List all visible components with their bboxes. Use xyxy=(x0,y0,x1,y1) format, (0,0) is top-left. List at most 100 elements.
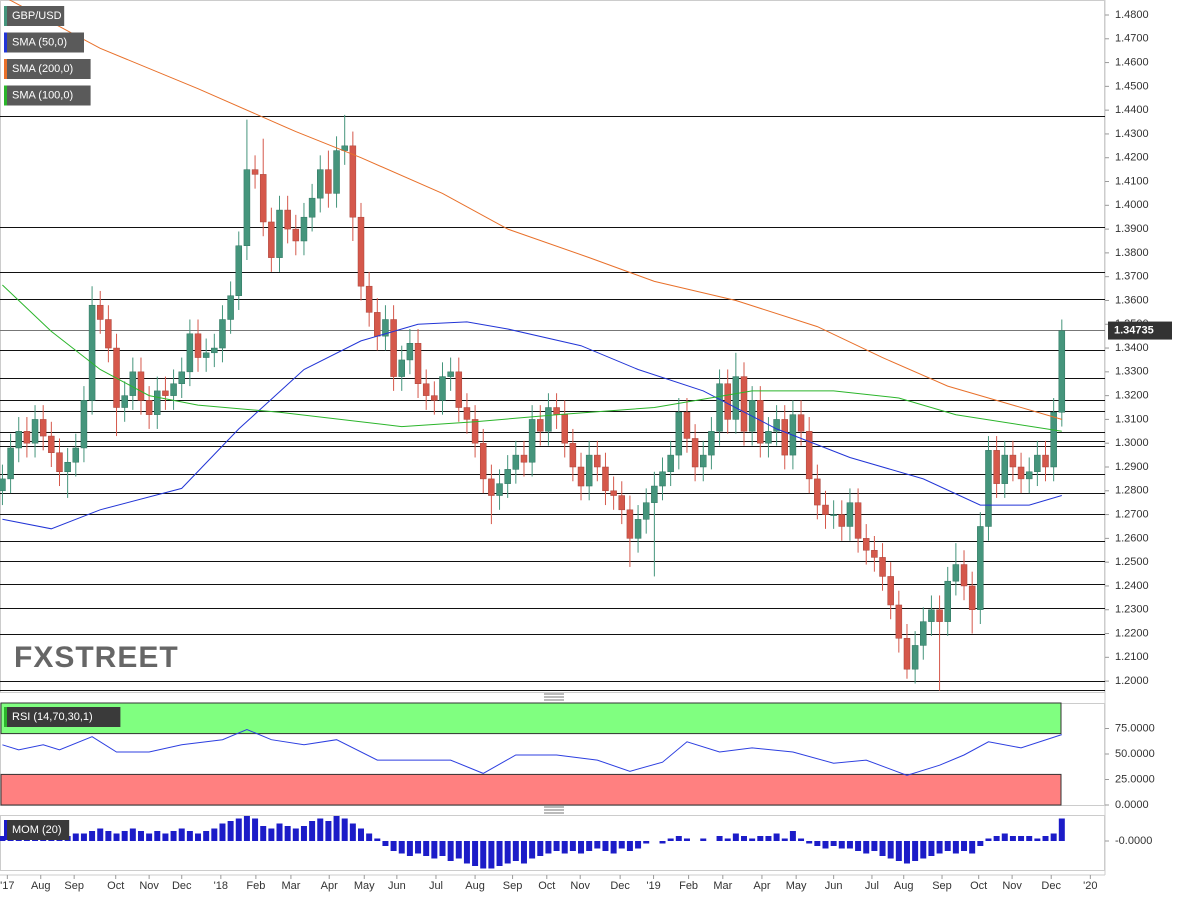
mom-bar xyxy=(529,841,536,859)
mom-bar xyxy=(724,838,731,841)
mom-bar xyxy=(80,833,87,841)
legend-swatch xyxy=(4,6,7,26)
mom-bar xyxy=(643,841,650,844)
legend-label: GBP/USD xyxy=(12,10,62,22)
candle-body xyxy=(936,609,943,622)
x-tick-label: Sep xyxy=(503,880,523,892)
candle-body xyxy=(284,209,291,230)
legend-label: SMA (50,0) xyxy=(12,36,67,48)
candle-body xyxy=(504,469,511,484)
mom-bar xyxy=(757,836,764,841)
overbought-zone xyxy=(0,702,1062,735)
candle-body xyxy=(724,383,731,420)
x-tick-label: Oct xyxy=(970,880,987,892)
candle-body xyxy=(48,435,55,453)
candle-body xyxy=(765,431,772,444)
x-tick-label: Sep xyxy=(64,880,84,892)
candle-body xyxy=(659,471,666,487)
candle-body xyxy=(439,376,446,401)
mom-bar xyxy=(276,823,283,841)
candle-body xyxy=(903,638,911,670)
candle-body xyxy=(1001,454,1009,484)
x-tick-label: Nov xyxy=(139,880,159,892)
candle-body xyxy=(31,419,39,444)
x-tick-label: Apr xyxy=(753,880,770,892)
y-tick-label: 1.2500 xyxy=(1115,556,1149,568)
y-tick-label: 1.2000 xyxy=(1115,675,1149,687)
mom-bar xyxy=(423,841,430,856)
candle-body xyxy=(390,319,397,377)
x-tick-label: '19 xyxy=(646,880,660,892)
candle-body xyxy=(626,509,634,539)
x-tick-label: Nov xyxy=(570,880,590,892)
mom-bar xyxy=(146,833,153,841)
mom-bar xyxy=(243,816,250,841)
y-tick-label: 1.4500 xyxy=(1115,80,1149,92)
candle-body xyxy=(1058,330,1066,413)
candle-body xyxy=(471,419,479,444)
last-price-label: 1.34735 xyxy=(1114,324,1154,336)
mom-bar xyxy=(602,841,609,851)
y-tick-label: 1.2200 xyxy=(1115,627,1149,639)
candle-body xyxy=(227,295,234,320)
y-tick-label: 1.3200 xyxy=(1115,390,1149,402)
candle-body xyxy=(985,450,992,527)
y-tick-label: 1.3400 xyxy=(1115,342,1149,354)
candle-body xyxy=(862,538,870,551)
mom-bar xyxy=(1026,836,1033,841)
mom-bar xyxy=(333,816,340,841)
candle-body xyxy=(56,452,63,473)
candle-body xyxy=(137,371,145,401)
x-tick-label: Feb xyxy=(246,880,265,892)
candle-body xyxy=(496,483,503,496)
candle-body xyxy=(569,442,577,468)
mom-bar xyxy=(1001,833,1008,841)
candle-body xyxy=(577,466,585,487)
mom-bar xyxy=(683,838,690,841)
mom-bar xyxy=(846,841,853,849)
mom-bar xyxy=(594,841,601,849)
panel-label-box xyxy=(4,820,70,840)
mom-bar xyxy=(961,841,968,851)
y-tick-label: 1.4100 xyxy=(1115,175,1149,187)
y-tick-label: 1.2400 xyxy=(1115,580,1149,592)
mom-bar xyxy=(252,818,259,841)
mom-bar xyxy=(439,841,446,856)
candle-body xyxy=(716,383,723,432)
candle-body xyxy=(1017,466,1025,480)
y-tick-label: 1.4400 xyxy=(1115,104,1149,116)
mom-bar xyxy=(569,841,576,851)
mom-bar xyxy=(675,836,682,841)
y-tick-label: -0.0000 xyxy=(1115,835,1152,847)
y-tick-label: 1.4300 xyxy=(1115,128,1149,140)
candle-body xyxy=(7,447,14,480)
mom-bar xyxy=(455,841,462,859)
x-tick-label: May xyxy=(786,880,807,892)
candle-body xyxy=(80,400,88,449)
mom-bar xyxy=(89,831,96,841)
sma-line xyxy=(2,284,1062,432)
mom-bar xyxy=(496,841,503,866)
candle-body xyxy=(553,407,560,415)
candle-body xyxy=(879,557,886,577)
candle-body xyxy=(667,454,674,473)
panel-handle[interactable] xyxy=(544,693,564,814)
candle-body xyxy=(952,564,960,582)
y-tick-label: 1.4200 xyxy=(1115,152,1149,164)
candle-body xyxy=(838,514,846,527)
y-tick-label: 1.2700 xyxy=(1115,508,1149,520)
candle-body xyxy=(1009,454,1017,468)
sma-line xyxy=(2,321,1062,530)
mom-bar xyxy=(382,841,389,846)
candle-body xyxy=(993,450,1000,484)
x-tick-label: '18 xyxy=(214,880,228,892)
x-tick-label: '17 xyxy=(0,880,14,892)
candles xyxy=(0,114,1066,691)
legend-label: SMA (100,0) xyxy=(12,89,73,101)
candle-body xyxy=(64,461,71,473)
candle-body xyxy=(145,400,153,415)
mom-bar xyxy=(431,841,438,859)
x-tick-label: Aug xyxy=(465,880,485,892)
candle-body xyxy=(512,454,520,470)
